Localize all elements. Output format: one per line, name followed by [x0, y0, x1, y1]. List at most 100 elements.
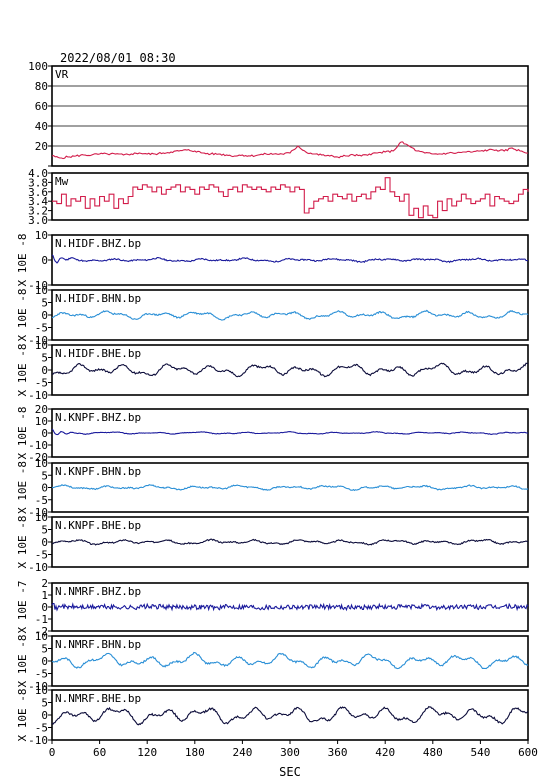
panel-label-hidf-bhe: N.HIDF.BHE.bp: [55, 347, 141, 360]
series-line-mw: [52, 177, 529, 219]
x-tick-label-0: 0: [49, 746, 56, 759]
y-tick-label-nmrf-bhz-2: 0: [41, 601, 48, 614]
x-tick-label-4: 240: [232, 746, 252, 759]
series-line-vr: [51, 141, 529, 160]
panel-label-hidf-bhz: N.HIDF.BHZ.bp: [55, 237, 141, 250]
y-tick-label-mw-4: 3.8: [28, 176, 48, 189]
panel-vr: 20 40 60 80 100 VR: [28, 60, 529, 167]
y-tick-label-nmrf-bhn-1: -5: [35, 668, 48, 681]
series-line-knpf-bhn: [51, 484, 529, 492]
unit-label-nmrf-bhz: X 10E -7: [16, 581, 29, 634]
y-tick-label-knpf-bhz-0: -20: [28, 451, 48, 464]
series-line-nmrf-bhe: [51, 705, 529, 726]
y-tick-label-hidf-bhe-1: -5: [35, 377, 48, 390]
y-tick-label-hidf-bhn-0: -10: [28, 334, 48, 347]
panel-hidf-bhz: -10 0 10 N.HIDF.BHZ.bp X 10E -8: [16, 229, 529, 292]
y-tick-label-knpf-bhe-3: 5: [41, 524, 48, 537]
y-tick-label-mw-2: 3.4: [28, 195, 48, 208]
y-tick-label-knpf-bhe-1: -5: [35, 549, 48, 562]
panel-label-vr: VR: [55, 68, 69, 81]
unit-label-knpf-bhn: X 10E -8: [16, 461, 29, 514]
y-tick-label-hidf-bhn-2: 0: [41, 309, 48, 322]
y-tick-label-vr-3: 60: [35, 100, 48, 113]
series-line-knpf-bhz: [51, 428, 529, 436]
x-tick-label-8: 480: [423, 746, 443, 759]
unit-label-hidf-bhn: X 10E -8: [16, 289, 29, 342]
y-tick-label-hidf-bhz-1: 0: [41, 254, 48, 267]
y-tick-label-hidf-bhz-0: -10: [28, 279, 48, 292]
y-tick-label-nmrf-bhn-2: 0: [41, 655, 48, 668]
y-tick-label-knpf-bhn-0: -10: [28, 506, 48, 519]
unit-label-hidf-bhz: X 10E -8: [16, 234, 29, 287]
y-tick-label-knpf-bhn-3: 5: [41, 469, 48, 482]
y-tick-label-hidf-bhn-3: 5: [41, 297, 48, 310]
y-tick-label-knpf-bhz-4: 20: [35, 403, 48, 416]
panel-mw: 3.03.23.43.63.84.0 Mw: [28, 167, 529, 227]
y-tick-label-knpf-bhz-1: -10: [28, 439, 48, 452]
series-line-nmrf-bhn: [51, 651, 529, 670]
series-line-nmrf-bhz: [51, 602, 529, 612]
y-tick-label-mw-1: 3.2: [28, 205, 48, 218]
y-tick-label-knpf-bhn-4: 10: [35, 457, 48, 470]
y-tick-label-mw-5: 4.0: [28, 167, 48, 180]
y-tick-label-nmrf-bhz-4: 2: [41, 577, 48, 590]
y-tick-label-hidf-bhn-1: -5: [35, 322, 48, 335]
panel-label-nmrf-bhe: N.NMRF.BHE.bp: [55, 692, 141, 705]
y-tick-label-nmrf-bhn-4: 10: [35, 630, 48, 643]
panel-label-nmrf-bhn: N.NMRF.BHN.bp: [55, 638, 141, 651]
y-tick-label-nmrf-bhn-3: 5: [41, 643, 48, 656]
unit-label-nmrf-bhe: X 10E -8: [16, 689, 29, 742]
y-tick-label-nmrf-bhe-2: 0: [41, 709, 48, 722]
series-line-knpf-bhe: [51, 538, 529, 546]
y-tick-label-knpf-bhz-3: 10: [35, 415, 48, 428]
x-tick-label-9: 540: [470, 746, 490, 759]
panel-frame-vr: [51, 65, 529, 167]
x-tick-label-2: 120: [137, 746, 157, 759]
y-tick-label-nmrf-bhz-0: -2: [35, 625, 48, 638]
y-tick-label-hidf-bhe-2: 0: [41, 364, 48, 377]
unit-label-knpf-bhe: X 10E -8: [16, 516, 29, 569]
x-axis: 0 60 120 180 240 300 360 420 480 540 600: [49, 740, 538, 759]
y-tick-label-nmrf-bhz-3: 1: [41, 589, 48, 602]
panel-label-knpf-bhe: N.KNPF.BHE.bp: [55, 519, 141, 532]
panel-label-knpf-bhn: N.KNPF.BHN.bp: [55, 465, 141, 478]
y-tick-label-mw-0: 3.0: [28, 214, 48, 227]
y-tick-label-knpf-bhn-1: -5: [35, 494, 48, 507]
x-axis-title: SEC: [279, 765, 301, 779]
y-tick-label-nmrf-bhn-0: -10: [28, 680, 48, 693]
y-tick-label-vr-1: 20: [35, 140, 48, 153]
unit-label-nmrf-bhn: X 10E -8: [16, 635, 29, 688]
series-line-hidf-bhz: [51, 254, 529, 264]
panels-group: 20406080100VR3.03.23.43.63.84.0Mw-10010N…: [16, 60, 529, 747]
y-tick-label-hidf-bhe-0: -10: [28, 389, 48, 402]
y-tick-label-knpf-bhe-0: -10: [28, 561, 48, 574]
series-line-hidf-bhe: [51, 362, 529, 378]
y-tick-label-nmrf-bhe-4: 10: [35, 684, 48, 697]
y-tick-label-knpf-bhe-2: 0: [41, 536, 48, 549]
y-tick-label-nmrf-bhe-3: 5: [41, 697, 48, 710]
panel-frame-knpf-bhz: [51, 408, 529, 458]
panel-label-nmrf-bhz: N.NMRF.BHZ.bp: [55, 585, 141, 598]
y-tick-label-mw-3: 3.6: [28, 186, 48, 199]
y-tick-label-vr-2: 40: [35, 120, 48, 133]
x-tick-label-1: 60: [93, 746, 106, 759]
unit-label-knpf-bhz: X 10E -8: [16, 407, 29, 460]
y-tick-label-hidf-bhz-2: 10: [35, 229, 48, 242]
y-tick-label-knpf-bhz-2: 0: [41, 427, 48, 440]
x-tick-label-7: 420: [375, 746, 395, 759]
x-tick-label-10: 600: [518, 746, 538, 759]
x-tick-label-6: 360: [328, 746, 348, 759]
unit-label-hidf-bhe: X 10E -8: [16, 344, 29, 397]
panel-label-knpf-bhz: N.KNPF.BHZ.bp: [55, 411, 141, 424]
y-tick-label-vr-4: 80: [35, 80, 48, 93]
y-tick-label-knpf-bhn-2: 0: [41, 482, 48, 495]
y-tick-label-nmrf-bhe-1: -5: [35, 722, 48, 735]
x-tick-label-3: 180: [185, 746, 205, 759]
